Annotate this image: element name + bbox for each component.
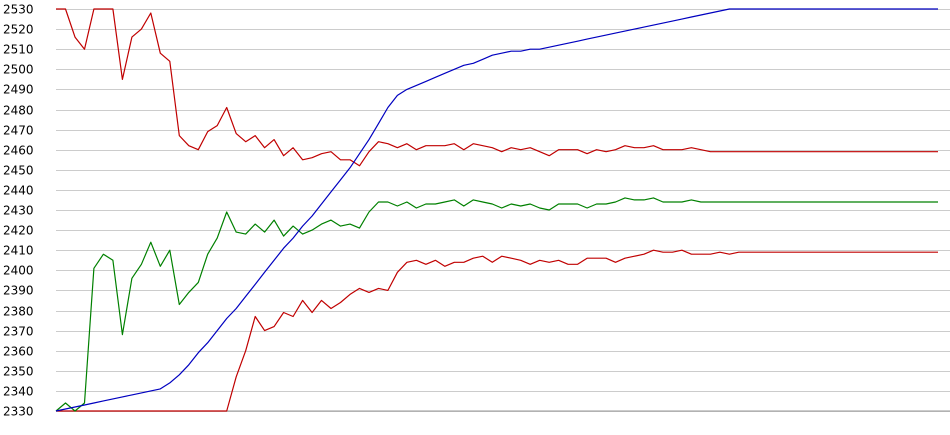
y-tick-label: 2350 xyxy=(3,365,34,379)
y-tick-label: 2450 xyxy=(3,164,34,178)
y-tick-label: 2460 xyxy=(3,144,34,158)
series-line-3 xyxy=(55,197,938,412)
grid-lines xyxy=(56,9,950,412)
y-tick-label: 2510 xyxy=(3,43,34,57)
y-tick-label: 2440 xyxy=(3,184,34,198)
y-tick-label: 2380 xyxy=(3,305,34,319)
y-tick-label: 2500 xyxy=(3,63,34,77)
series-line-1 xyxy=(56,8,938,167)
y-tick-label: 2330 xyxy=(3,405,34,419)
y-tick-label: 2390 xyxy=(3,284,34,298)
y-tick-label: 2410 xyxy=(3,244,34,258)
y-tick-label: 2490 xyxy=(3,83,34,97)
y-tick-label: 2430 xyxy=(3,204,34,218)
y-axis-ticks: 2330 2340 2350 2360 2370 2380 2390 2400 2410 2420… xyxy=(3,3,34,419)
y-tick-label: 2480 xyxy=(3,104,34,118)
y-tick-label: 2530 xyxy=(3,3,34,17)
series-line-2 xyxy=(56,249,938,412)
y-tick-label: 2400 xyxy=(3,264,34,278)
y-tick-label: 2370 xyxy=(3,325,34,339)
series-lines xyxy=(55,8,938,412)
series-line-4 xyxy=(55,8,938,412)
y-tick-label: 2420 xyxy=(3,224,34,238)
y-tick-label: 2520 xyxy=(3,23,34,37)
y-tick-label: 2470 xyxy=(3,124,34,138)
y-tick-label: 2340 xyxy=(3,385,34,399)
y-tick-label: 2360 xyxy=(3,345,34,359)
